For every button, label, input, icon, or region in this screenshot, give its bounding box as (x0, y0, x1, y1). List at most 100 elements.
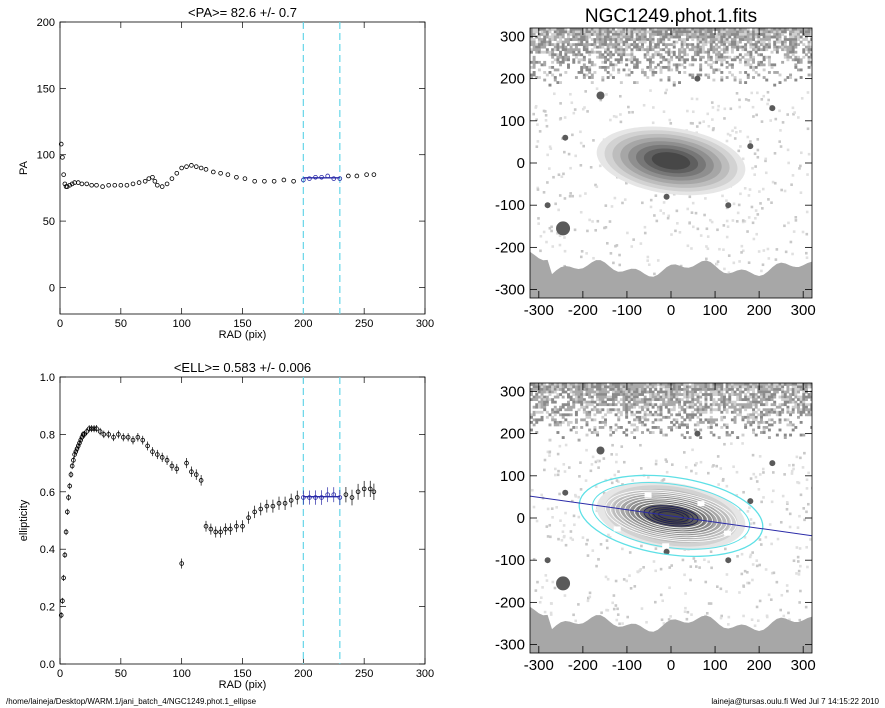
noise-pixel (685, 35, 689, 39)
noise-pixel (672, 388, 676, 391)
noise-pixel (601, 400, 605, 404)
noise-pixel (540, 493, 544, 497)
noise-pixel (685, 393, 689, 396)
noise-pixel (810, 405, 812, 409)
noise-pixel (810, 410, 812, 414)
noise-pixel (738, 408, 742, 412)
noise-pixel (804, 30, 808, 34)
x-tick-label: 300 (416, 668, 434, 680)
noise-pixel (662, 393, 666, 396)
noise-pixel (722, 248, 725, 252)
noise-pixel (654, 194, 658, 197)
data-point (65, 509, 70, 515)
noise-pixel (671, 463, 674, 466)
noise-pixel (553, 43, 557, 47)
noise-pixel (722, 45, 726, 49)
noise-pixel (535, 76, 539, 79)
noise-pixel (685, 53, 689, 57)
noise-pixel (609, 60, 613, 64)
noise-pixel (789, 420, 793, 424)
noise-pixel (786, 390, 790, 394)
noise-pixel (709, 602, 713, 605)
noise-pixel (730, 385, 734, 389)
noise-pixel (726, 132, 730, 136)
noise-pixel (609, 73, 613, 77)
noise-pixel (622, 395, 626, 399)
noise-pixel (799, 28, 803, 31)
noise-pixel (802, 410, 806, 414)
noise-pixel (564, 55, 568, 59)
noise-pixel (537, 410, 541, 414)
noise-pixel (617, 30, 621, 34)
noise-pixel (712, 420, 716, 424)
noise-pixel (583, 106, 586, 109)
noise-pixel (720, 395, 724, 399)
noise-pixel (782, 614, 786, 618)
noise-pixel (691, 73, 695, 77)
noise-pixel (579, 461, 582, 464)
noise-pixel (728, 33, 732, 36)
noise-pixel (775, 383, 779, 386)
noise-pixel (642, 103, 646, 107)
noise-pixel (791, 400, 795, 404)
noise-pixel (556, 45, 560, 49)
noise-pixel (577, 495, 580, 499)
noise-pixel (588, 413, 592, 417)
noise-pixel (601, 45, 605, 49)
noise-pixel (786, 385, 790, 389)
noise-pixel (564, 403, 568, 407)
noise-pixel (699, 234, 703, 237)
noise-pixel (598, 43, 602, 47)
noise-pixel (730, 45, 734, 49)
noise-pixel (556, 410, 560, 414)
noise-pixel (675, 30, 679, 34)
noise-pixel (630, 431, 634, 434)
noise-pixel (535, 405, 539, 409)
noise-pixel (717, 40, 721, 44)
noise-pixel (586, 110, 589, 113)
noise-pixel (596, 40, 600, 44)
noise-pixel (635, 28, 639, 31)
noise-pixel (781, 388, 785, 391)
noise-pixel (794, 219, 798, 222)
noise-pixel (612, 261, 615, 265)
noise-pixel (744, 71, 748, 74)
noise-pixel (741, 219, 745, 222)
noise-pixel (537, 400, 541, 404)
noise-pixel (530, 28, 533, 31)
noise-pixel (638, 45, 642, 49)
noise-pixel (712, 68, 716, 72)
star (694, 430, 701, 437)
noise-pixel (568, 194, 572, 198)
noise-pixel (765, 383, 769, 386)
noise-pixel (646, 58, 650, 62)
data-point (174, 171, 180, 176)
noise-pixel (659, 28, 663, 31)
noise-pixel (797, 388, 800, 391)
noise-pixel (667, 400, 671, 404)
data-point (75, 180, 81, 185)
data-point (354, 173, 360, 179)
noise-pixel (707, 73, 711, 77)
noise-pixel (619, 55, 623, 59)
noise-pixel (633, 28, 637, 31)
noise-pixel (720, 63, 724, 67)
noise-pixel (598, 164, 602, 168)
noise-pixel (696, 50, 700, 54)
noise-pixel (625, 408, 629, 412)
noise-pixel (783, 55, 787, 59)
noise-pixel (543, 28, 547, 31)
noise-pixel (797, 398, 800, 402)
noise-pixel (588, 395, 592, 399)
noise-pixel (535, 60, 539, 64)
noise-pixel (678, 38, 681, 41)
noise-pixel (635, 33, 639, 36)
noise-pixel (789, 393, 793, 396)
noise-pixel (760, 398, 763, 402)
noise-pixel (580, 393, 584, 396)
noise-pixel (775, 50, 779, 54)
noise-pixel (609, 426, 613, 429)
noise-pixel (554, 202, 557, 206)
noise-pixel (672, 43, 676, 47)
noise-pixel (574, 410, 578, 414)
